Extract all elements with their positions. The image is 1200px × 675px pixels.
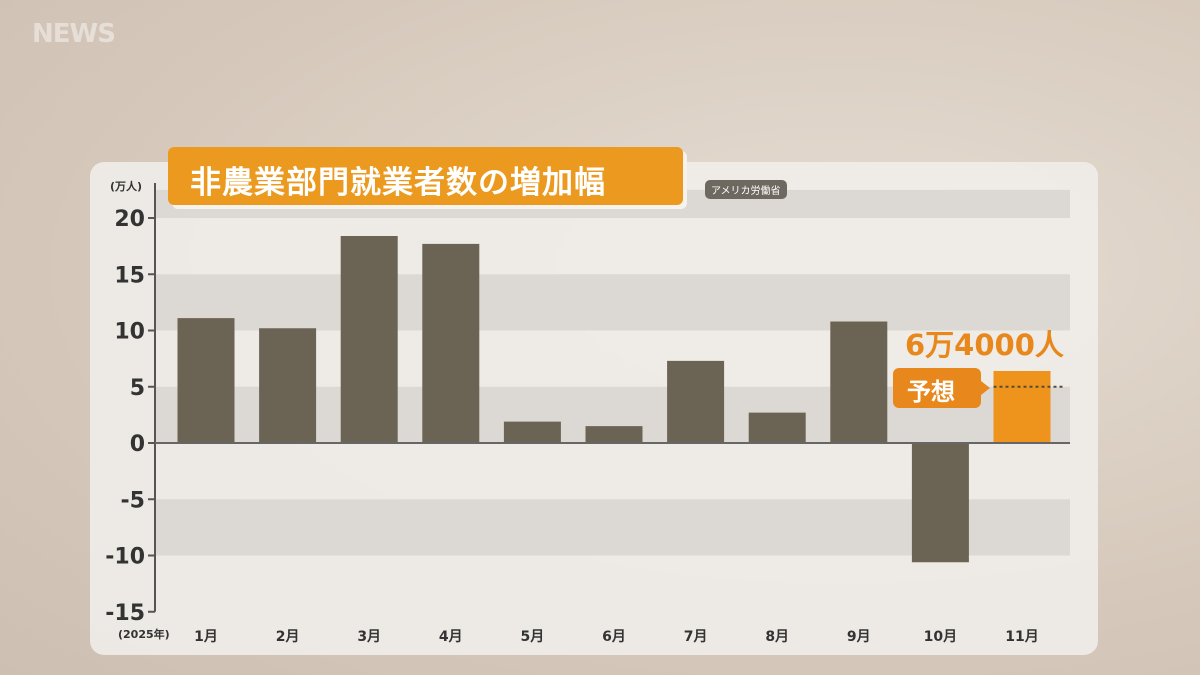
y-tick-label: 10: [114, 320, 145, 345]
x-tick-label: 10月: [924, 629, 957, 645]
source-badge: アメリカ労働省: [705, 180, 787, 199]
bar-3月: [340, 236, 398, 443]
bar-2月: [259, 328, 317, 443]
news-logo: NEWS: [32, 19, 116, 49]
y-tick-label: 5: [130, 376, 145, 401]
x-tick-label: 4月: [439, 629, 463, 645]
x-tick-label: 3月: [357, 629, 381, 645]
x-axis-year: (2025年): [118, 628, 170, 641]
bar-9月: [830, 321, 888, 443]
grid-band: [155, 274, 1070, 331]
x-tick-label: 5月: [521, 629, 545, 645]
x-tick-label: 11月: [1005, 629, 1038, 645]
x-tick-label: 2月: [276, 629, 300, 645]
bar-4月: [422, 243, 480, 443]
bar-11月: [993, 371, 1051, 443]
forecast-value-label: 6万4000人: [905, 328, 1064, 362]
y-tick-label: -15: [105, 601, 145, 626]
x-tick-label: 6月: [602, 629, 626, 645]
y-tick-label: 20: [114, 207, 145, 232]
bar-6月: [585, 426, 643, 443]
chart-title: 非農業部門就業者数の増加幅: [168, 147, 683, 205]
x-tick-label: 8月: [765, 629, 789, 645]
bar-7月: [667, 360, 725, 443]
x-tick-label: 9月: [847, 629, 871, 645]
bar-8月: [748, 412, 806, 443]
y-tick-label: -5: [121, 488, 145, 513]
y-tick-label: 15: [114, 263, 145, 288]
y-tick-label: -10: [105, 545, 145, 570]
forecast-callout: 予想: [893, 368, 990, 408]
x-tick-label: 1月: [194, 629, 218, 645]
y-axis-unit: (万人): [110, 180, 143, 193]
x-tick-label: 7月: [684, 629, 708, 645]
bar-10月: [911, 443, 969, 563]
bar-5月: [503, 421, 561, 443]
y-tick-label: 0: [130, 432, 145, 457]
bar-1月: [177, 318, 235, 443]
